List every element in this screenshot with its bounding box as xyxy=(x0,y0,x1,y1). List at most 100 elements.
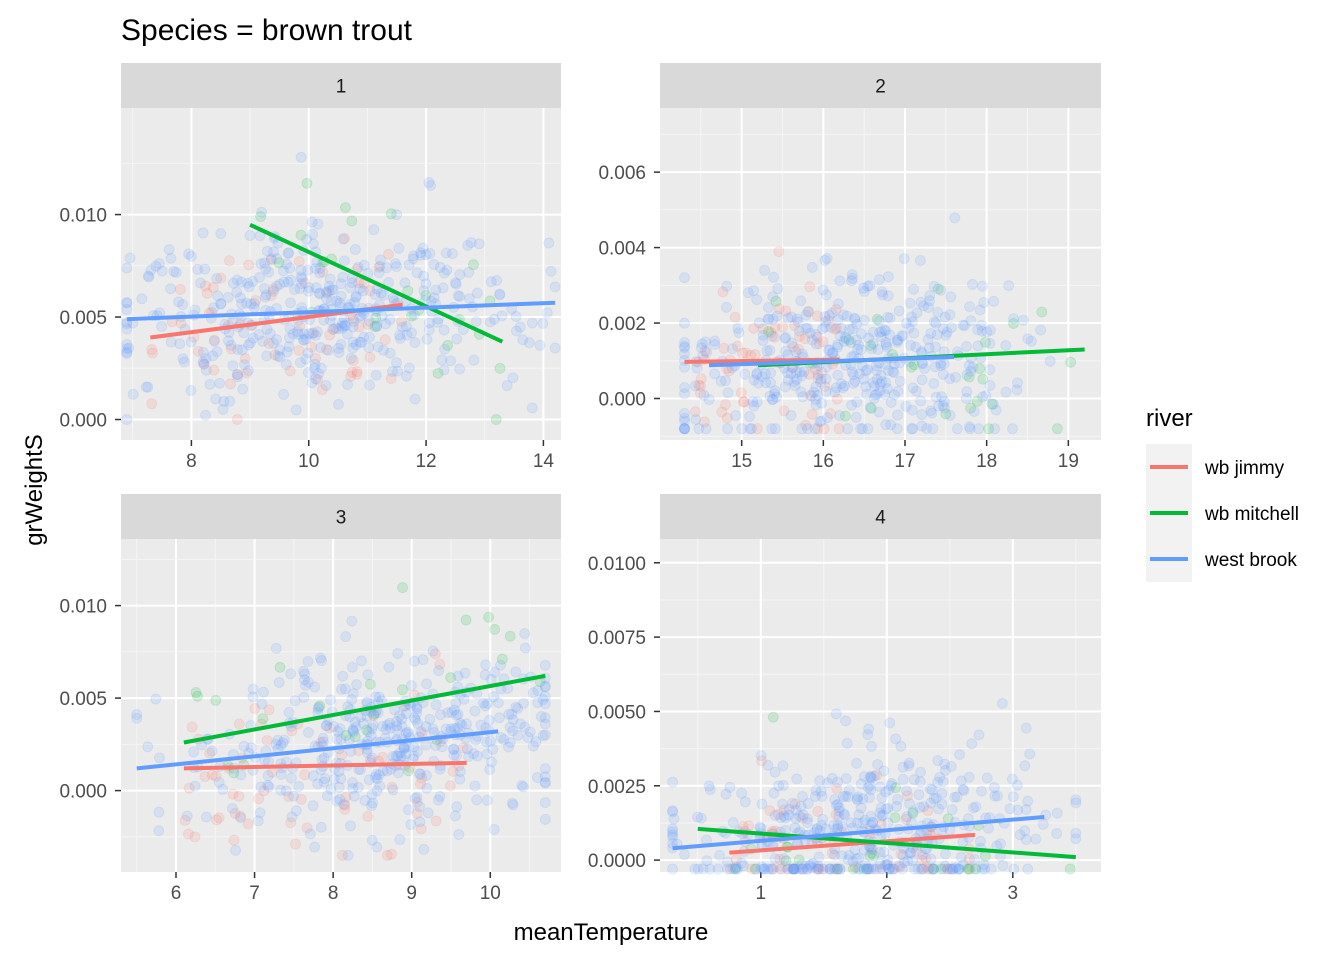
data-point-west-brook xyxy=(331,733,343,745)
data-point-west-brook xyxy=(222,335,234,347)
data-point-west-brook xyxy=(348,790,360,802)
data-point-west-brook xyxy=(358,331,370,343)
data-point-west-brook xyxy=(423,317,435,329)
data-point-west-brook xyxy=(391,209,403,221)
data-point-west-brook xyxy=(925,405,937,417)
data-point-wb-mitchell xyxy=(1051,423,1063,435)
data-point-west-brook xyxy=(939,758,951,770)
data-point-west-brook xyxy=(893,305,905,317)
data-point-west-brook xyxy=(1011,377,1023,389)
data-point-west-brook xyxy=(411,267,423,279)
data-point-west-brook xyxy=(780,332,792,344)
data-point-west-brook xyxy=(346,277,358,289)
data-point-wb-jimmy xyxy=(381,849,393,861)
data-point-west-brook xyxy=(352,781,364,793)
data-point-west-brook xyxy=(785,367,797,379)
data-point-wb-jimmy xyxy=(345,370,357,382)
data-point-wb-jimmy xyxy=(941,863,953,875)
data-point-west-brook xyxy=(950,371,962,383)
data-point-west-brook xyxy=(504,721,516,733)
data-point-west-brook xyxy=(720,788,732,800)
data-point-wb-jimmy xyxy=(183,782,195,794)
data-point-west-brook xyxy=(830,382,842,394)
fit-line-west-brook xyxy=(126,300,556,322)
data-point-west-brook xyxy=(782,312,794,324)
data-point-west-brook xyxy=(812,389,824,401)
data-point-west-brook xyxy=(964,301,976,313)
data-point-west-brook xyxy=(415,247,427,259)
data-point-west-brook xyxy=(1007,791,1019,803)
data-point-west-brook xyxy=(790,345,802,357)
data-point-west-brook xyxy=(959,320,971,332)
data-point-west-brook xyxy=(939,311,951,323)
data-point-west-brook xyxy=(919,363,931,375)
data-point-west-brook xyxy=(835,378,847,390)
data-point-wb-jimmy xyxy=(803,306,815,318)
data-point-west-brook xyxy=(310,263,322,275)
data-point-wb-jimmy xyxy=(290,838,302,850)
data-point-west-brook xyxy=(275,784,287,796)
data-point-west-brook xyxy=(424,713,436,725)
data-point-wb-jimmy xyxy=(294,320,306,332)
data-point-west-brook xyxy=(908,283,920,295)
data-point-west-brook xyxy=(947,863,959,875)
data-point-west-brook xyxy=(795,800,807,812)
data-point-west-brook xyxy=(258,282,270,294)
data-point-wb-jimmy xyxy=(385,848,397,860)
data-point-west-brook xyxy=(966,738,978,750)
data-point-west-brook xyxy=(847,855,859,867)
data-point-west-brook xyxy=(417,654,429,666)
data-point-west-brook xyxy=(479,669,491,681)
legend-label: west brook xyxy=(1204,550,1297,571)
data-point-west-brook xyxy=(901,785,913,797)
data-point-west-brook xyxy=(289,695,301,707)
data-point-west-brook xyxy=(733,327,745,339)
data-point-west-brook xyxy=(1011,779,1023,791)
data-point-west-brook xyxy=(812,860,824,872)
data-point-west-brook xyxy=(543,237,555,249)
data-point-west-brook xyxy=(484,316,496,328)
data-point-west-brook xyxy=(679,337,690,349)
data-point-west-brook xyxy=(832,298,844,310)
data-point-west-brook xyxy=(300,679,312,691)
data-point-wb-mitchell xyxy=(932,283,944,295)
data-point-west-brook xyxy=(883,863,895,875)
data-point-west-brook xyxy=(232,371,244,383)
data-point-west-brook xyxy=(335,338,347,350)
data-point-west-brook xyxy=(400,727,412,739)
data-point-west-brook xyxy=(312,703,324,715)
data-point-west-brook xyxy=(302,264,314,276)
data-point-west-brook xyxy=(174,338,186,350)
data-point-west-brook xyxy=(765,863,777,875)
data-point-west-brook xyxy=(846,399,858,411)
data-point-west-brook xyxy=(867,377,879,389)
x-tick-label: 14 xyxy=(533,451,555,472)
data-point-wb-jimmy xyxy=(299,769,311,781)
data-point-west-brook xyxy=(340,631,352,643)
data-point-wb-jimmy xyxy=(901,790,913,802)
data-point-west-brook xyxy=(897,774,909,786)
data-point-west-brook xyxy=(794,810,806,822)
data-point-west-brook xyxy=(414,816,426,828)
data-point-west-brook xyxy=(925,328,937,340)
data-point-west-brook xyxy=(487,743,499,755)
data-point-west-brook xyxy=(507,799,519,811)
data-point-west-brook xyxy=(751,396,763,408)
data-point-wb-mitchell xyxy=(986,398,998,410)
data-point-west-brook xyxy=(294,282,306,294)
data-point-west-brook xyxy=(327,284,339,296)
x-tick-label: 8 xyxy=(328,883,339,904)
data-point-west-brook xyxy=(358,259,370,271)
data-point-west-brook xyxy=(862,423,874,435)
data-point-west-brook xyxy=(387,784,399,796)
data-point-west-brook xyxy=(777,779,789,791)
data-point-west-brook xyxy=(865,343,877,355)
facet-strip-label: 3 xyxy=(336,508,347,529)
x-tick-label: 18 xyxy=(976,451,997,472)
data-point-west-brook xyxy=(1020,803,1032,815)
data-point-west-brook xyxy=(121,414,133,426)
data-point-west-brook xyxy=(930,341,942,353)
data-point-west-brook xyxy=(1008,863,1020,875)
data-point-west-brook xyxy=(965,315,977,327)
data-point-west-brook xyxy=(241,297,253,309)
